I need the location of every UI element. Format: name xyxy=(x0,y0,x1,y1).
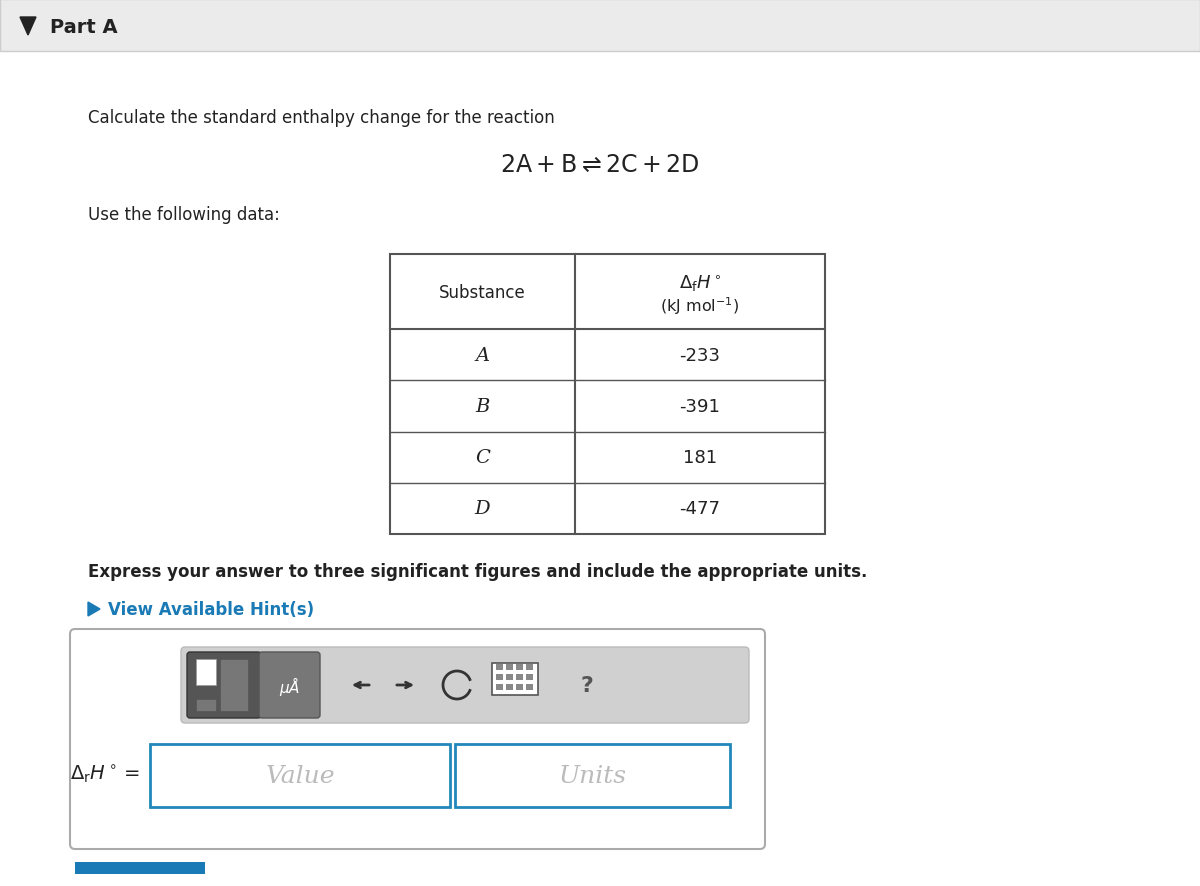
Text: Value: Value xyxy=(265,764,335,787)
Text: $\Delta_\mathrm{f} H^\circ$: $\Delta_\mathrm{f} H^\circ$ xyxy=(679,273,721,293)
Bar xyxy=(526,684,533,690)
Bar xyxy=(150,744,450,807)
Text: Express your answer to three significant figures and include the appropriate uni: Express your answer to three significant… xyxy=(88,563,868,580)
Text: D: D xyxy=(475,500,491,517)
Bar xyxy=(526,674,533,680)
Text: B: B xyxy=(475,398,490,416)
Text: Substance: Substance xyxy=(439,284,526,301)
Text: Use the following data:: Use the following data: xyxy=(88,206,280,224)
Bar xyxy=(390,254,826,534)
FancyBboxPatch shape xyxy=(187,652,262,719)
Text: -233: -233 xyxy=(679,346,720,364)
Text: A: A xyxy=(475,346,490,364)
Text: Calculate the standard enthalpy change for the reaction: Calculate the standard enthalpy change f… xyxy=(88,109,554,127)
Polygon shape xyxy=(88,602,100,617)
Text: $(\mathrm{kJ\ mol}^{-1})$: $(\mathrm{kJ\ mol}^{-1})$ xyxy=(660,295,739,317)
Bar xyxy=(455,744,730,807)
Text: Units: Units xyxy=(558,764,626,787)
Polygon shape xyxy=(20,18,36,36)
Bar xyxy=(506,674,514,680)
Text: View Available Hint(s): View Available Hint(s) xyxy=(108,601,314,618)
Text: C: C xyxy=(475,448,490,467)
FancyBboxPatch shape xyxy=(259,652,320,719)
Bar xyxy=(492,664,538,696)
Bar xyxy=(0,0,1200,52)
FancyBboxPatch shape xyxy=(181,648,749,723)
FancyBboxPatch shape xyxy=(70,629,766,849)
Text: $\mu\AA$: $\mu\AA$ xyxy=(278,673,300,696)
Bar xyxy=(496,674,503,680)
Bar xyxy=(220,659,248,711)
Bar xyxy=(506,684,514,690)
Text: -477: -477 xyxy=(679,500,720,517)
Bar xyxy=(526,664,533,670)
Bar xyxy=(506,664,514,670)
Bar xyxy=(76,862,205,874)
Text: Part A: Part A xyxy=(50,18,118,36)
Text: $2\mathrm{A} + \mathrm{B} \rightleftharpoons 2\mathrm{C} + 2\mathrm{D}$: $2\mathrm{A} + \mathrm{B} \rightleftharp… xyxy=(500,152,700,177)
Bar xyxy=(496,684,503,690)
Bar xyxy=(196,699,216,711)
Text: $\Delta_\mathrm{r} H^\circ =$: $\Delta_\mathrm{r} H^\circ =$ xyxy=(70,763,140,785)
Text: -391: -391 xyxy=(679,398,720,416)
Bar xyxy=(516,674,523,680)
Bar xyxy=(196,659,216,685)
Bar xyxy=(496,664,503,670)
Bar xyxy=(516,684,523,690)
Text: ?: ? xyxy=(581,675,594,696)
Bar xyxy=(516,664,523,670)
Text: 181: 181 xyxy=(683,448,718,467)
